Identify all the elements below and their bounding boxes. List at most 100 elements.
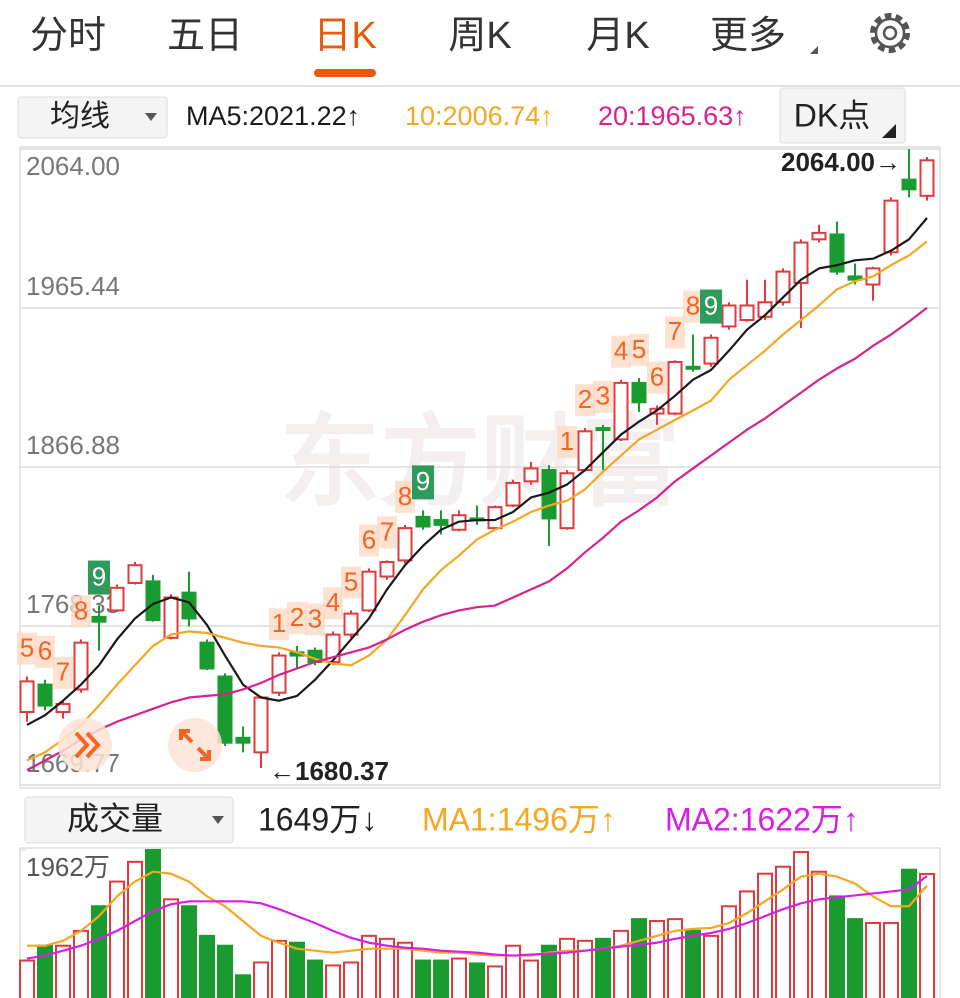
- td-bg: [629, 334, 649, 367]
- tab[interactable]: 周K: [448, 15, 511, 57]
- td-bg: [593, 380, 613, 413]
- legend-item: MA5:2021.22↑: [186, 101, 360, 131]
- td-label: 9: [704, 290, 718, 320]
- td-bg: [377, 516, 397, 549]
- candle-body: [379, 560, 395, 578]
- candle-body: [19, 680, 35, 714]
- ma-line: [26, 240, 928, 762]
- volume-bar: [811, 870, 827, 998]
- candle-body: [847, 275, 863, 281]
- y-tick-label: 1965.44: [26, 271, 120, 301]
- volume-bar: [505, 944, 521, 998]
- gear-ring: [874, 17, 906, 49]
- td-label: 2: [290, 602, 304, 632]
- td-badge: [88, 560, 110, 595]
- volume-bar: [649, 920, 665, 998]
- td-bg: [71, 595, 91, 628]
- volume-bar: [253, 961, 269, 998]
- volume-bar: [847, 918, 863, 998]
- volume-bar: [109, 880, 125, 998]
- candle-body: [721, 304, 737, 328]
- tab-underline: [314, 69, 376, 77]
- volume-bar: [883, 922, 899, 998]
- td-label: 4: [326, 587, 340, 617]
- volume-label: 1649万↓: [258, 801, 377, 837]
- volume-bar: [199, 934, 215, 998]
- expand-icon[interactable]: [168, 718, 222, 772]
- candle-body: [829, 233, 845, 273]
- chevron: [74, 731, 90, 759]
- selector-caret: [212, 816, 224, 824]
- tab[interactable]: 五日: [167, 15, 243, 57]
- candle-body: [667, 360, 683, 415]
- volume-bar: [793, 850, 809, 998]
- volume-bar: [271, 939, 287, 998]
- selector-text: 均线: [50, 100, 110, 133]
- candle-body: [181, 591, 197, 620]
- volume-bar: [73, 929, 89, 998]
- volume-bar: [91, 905, 107, 998]
- tab[interactable]: 更多: [710, 15, 786, 57]
- candle-body: [595, 427, 611, 432]
- settings-icon[interactable]: [870, 13, 910, 53]
- tab[interactable]: 日K: [313, 15, 376, 57]
- td-bg: [323, 587, 343, 620]
- td-label: 6: [362, 524, 376, 554]
- volume-bar: [919, 872, 935, 998]
- volume-bar: [739, 890, 755, 998]
- low-annotation: ←1680.37: [269, 756, 389, 786]
- ma-selector[interactable]: 均线: [17, 96, 168, 139]
- dk-box: [779, 87, 906, 144]
- volume-bar: [289, 941, 305, 998]
- candle-body: [883, 199, 899, 254]
- td-label: 5: [20, 632, 34, 662]
- volume-bar: [145, 849, 161, 998]
- selector-caret: [145, 113, 157, 121]
- td-label: 7: [668, 316, 682, 346]
- td-label: 7: [56, 657, 70, 687]
- candle-body: [703, 336, 719, 365]
- volume-bar: [127, 860, 143, 998]
- selector-box: [17, 96, 168, 139]
- ma-line: [26, 306, 928, 772]
- candle-body: [145, 580, 161, 622]
- td-label: 6: [38, 636, 52, 666]
- legend-item: MA1:1496万↑: [422, 801, 616, 837]
- chart-layer: 分时五日日K周K月K更多东方财富1669.771768.331866.88196…: [17, 15, 940, 998]
- legend-item: 10:2006.74↑: [405, 101, 554, 131]
- volume-bar: [577, 939, 593, 998]
- volume-bar: [613, 929, 629, 998]
- candle-body: [163, 596, 179, 639]
- tab[interactable]: 分时: [30, 15, 106, 57]
- candle-body: [631, 381, 647, 404]
- candle-body: [235, 736, 251, 744]
- td-bg: [575, 384, 595, 417]
- volume-selector[interactable]: 成交量: [24, 796, 234, 844]
- dk-button[interactable]: DK点: [779, 87, 906, 144]
- volume-bar: [379, 937, 395, 998]
- candle-body: [613, 381, 629, 441]
- volume-bar: [163, 898, 179, 998]
- td-bg: [647, 361, 667, 394]
- td-icon-chevrons[interactable]: [58, 718, 112, 772]
- volume-bar: [325, 964, 341, 998]
- candle-body: [127, 564, 143, 584]
- td-bg: [305, 603, 325, 636]
- gear-teeth: [870, 13, 910, 53]
- volume-bar: [397, 941, 413, 998]
- selector-box: [24, 796, 234, 844]
- candle-body: [505, 481, 521, 507]
- tab[interactable]: 月K: [586, 15, 649, 57]
- candle-body: [811, 231, 827, 241]
- ma-line: [27, 870, 928, 957]
- volume-bar: [775, 865, 791, 998]
- candle-body: [343, 612, 359, 636]
- volume-bar: [685, 929, 701, 998]
- candle-body: [523, 467, 539, 483]
- dk-caret: [882, 124, 896, 138]
- volume-bar: [451, 957, 467, 998]
- high-annotation: 2064.00→: [781, 147, 901, 177]
- volume-bar: [757, 872, 773, 998]
